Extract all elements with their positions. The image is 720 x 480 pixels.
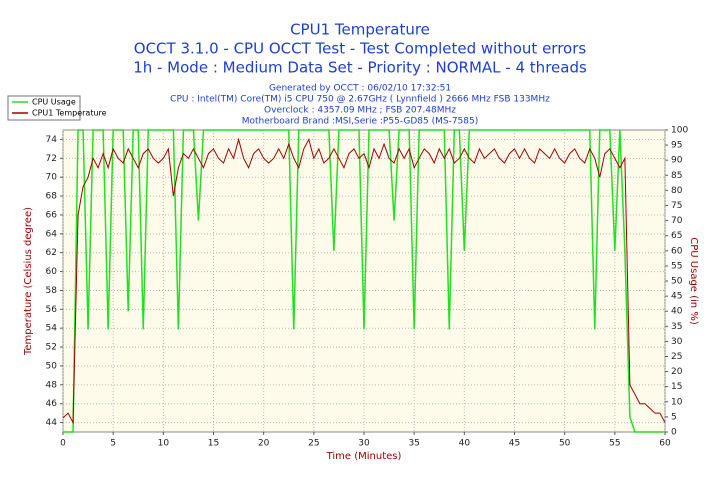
y2-tick-label: 70 bbox=[671, 216, 683, 226]
y-tick-label: 54 bbox=[46, 324, 58, 334]
y2-tick-label: 100 bbox=[671, 126, 688, 136]
info-line: Overclock : 4357.09 MHz ; FSB 207.48MHz bbox=[264, 106, 456, 116]
y2-tick-label: 10 bbox=[671, 397, 683, 407]
y2-tick-label: 0 bbox=[671, 428, 677, 438]
y2-tick-label: 95 bbox=[671, 141, 682, 151]
series-line bbox=[63, 129, 665, 433]
y2-tick-label: 85 bbox=[671, 171, 682, 181]
y-axis-label: Temperature (Celsius degree) bbox=[23, 207, 34, 356]
y2-tick-label: 5 bbox=[671, 412, 677, 422]
subtitle: OCCT 3.1.0 - CPU OCCT Test - Test Comple… bbox=[134, 40, 587, 58]
y-tick-label: 64 bbox=[46, 229, 58, 239]
x-tick-label: 30 bbox=[358, 439, 370, 449]
legend-box bbox=[7, 95, 81, 121]
y2-tick-label: 35 bbox=[671, 322, 682, 332]
x-tick-label: 55 bbox=[609, 439, 620, 449]
y-tick-label: 44 bbox=[46, 418, 58, 428]
info-line: Generated by OCCT : 06/02/10 17:32:51 bbox=[269, 84, 451, 94]
y2-tick-label: 25 bbox=[671, 352, 682, 362]
y2-tick-label: 80 bbox=[671, 186, 683, 196]
x-tick-label: 50 bbox=[559, 439, 571, 449]
y-tick-label: 46 bbox=[46, 399, 58, 409]
x-tick-label: 45 bbox=[509, 439, 520, 449]
x-tick-label: 20 bbox=[258, 439, 270, 449]
info-line: Motherboard Brand :MSI,Serie :P55-GD85 (… bbox=[242, 117, 479, 127]
x-tick-label: 15 bbox=[208, 439, 219, 449]
legend-label: CPU Usage bbox=[32, 98, 76, 107]
y-tick-label: 62 bbox=[46, 248, 57, 258]
y2-tick-label: 65 bbox=[671, 231, 682, 241]
x-tick-label: 25 bbox=[308, 439, 319, 449]
y2-tick-label: 45 bbox=[671, 292, 682, 302]
y2-tick-label: 90 bbox=[671, 156, 683, 166]
subtitle: 1h - Mode : Medium Data Set - Priority :… bbox=[133, 59, 587, 77]
y-tick-label: 48 bbox=[46, 380, 58, 390]
x-axis-label: Time (Minutes) bbox=[326, 451, 402, 462]
x-tick-label: 40 bbox=[459, 439, 471, 449]
y2-tick-label: 60 bbox=[671, 246, 683, 256]
y2-tick-label: 30 bbox=[671, 337, 683, 347]
y-tick-label: 74 bbox=[46, 135, 58, 145]
x-tick-label: 10 bbox=[158, 439, 170, 449]
series-line bbox=[62, 137, 666, 425]
y-tick-label: 68 bbox=[46, 192, 58, 202]
y-tick-label: 66 bbox=[46, 210, 58, 220]
y2-tick-label: 50 bbox=[671, 277, 683, 287]
y-tick-label: 52 bbox=[46, 343, 57, 353]
y-tick-label: 50 bbox=[46, 361, 58, 371]
y-tick-label: 58 bbox=[46, 286, 58, 296]
y2-tick-label: 55 bbox=[671, 261, 682, 271]
y-tick-label: 70 bbox=[46, 173, 58, 183]
y-tick-label: 72 bbox=[46, 154, 57, 164]
y2-tick-label: 75 bbox=[671, 201, 682, 211]
info-line: CPU : Intel(TM) Core(TM) i5 CPU 750 @ 2.… bbox=[170, 95, 550, 105]
x-tick-label: 5 bbox=[110, 439, 116, 449]
chart-title: CPU1 Temperature bbox=[290, 21, 430, 39]
y2-tick-label: 40 bbox=[671, 307, 683, 317]
y-tick-label: 56 bbox=[46, 305, 58, 315]
x-tick-label: 35 bbox=[408, 439, 419, 449]
y2-tick-label: 15 bbox=[671, 382, 682, 392]
x-tick-label: 0 bbox=[60, 439, 66, 449]
legend-label: CPU1 Temperature bbox=[32, 109, 107, 118]
x-tick-label: 60 bbox=[659, 439, 671, 449]
y2-axis-label: CPU Usage (in %) bbox=[688, 237, 699, 325]
y2-tick-label: 20 bbox=[671, 367, 683, 377]
y-tick-label: 60 bbox=[46, 267, 58, 277]
